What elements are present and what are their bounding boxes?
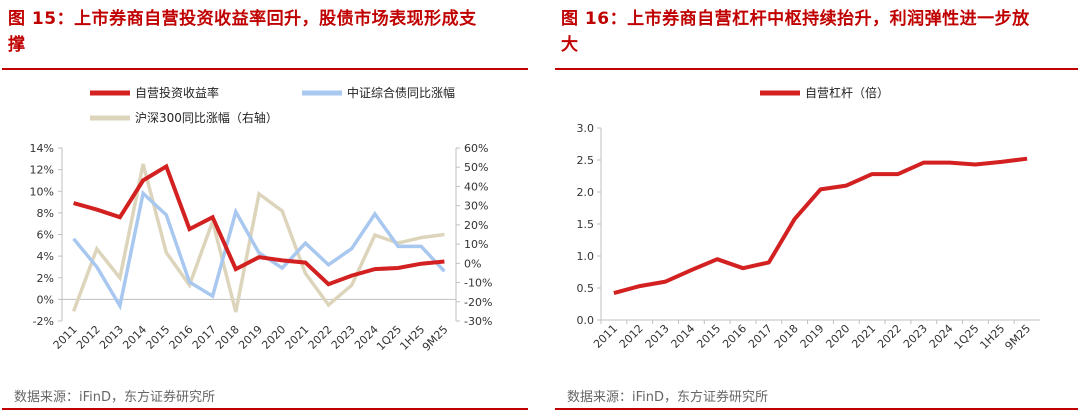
x-tick-label: 2016 [167,323,196,352]
y-tick-label: 2.5 [577,154,595,167]
x-tick-label: 2019 [236,323,265,352]
x-tick-label: 2022 [306,323,335,352]
x-tick-label: 2024 [927,322,956,351]
x-tick-label: 2012 [617,322,646,351]
right-y-tick-label: 0% [464,257,481,270]
right-y-tick-label: -10% [464,277,492,290]
right-y-tick-label: -20% [464,296,492,309]
x-tick-label: 1Q25 [951,322,981,352]
y-tick-label: 0.0 [577,314,595,327]
figure-16-panel: 图 16：上市券商自营杠杆中枢持续抬升，利润弹性进一步放 大 3.0 2.5 2.0… [553,0,1080,414]
figure-15-title: 图 15：上市券商自营投资收益率回升，股债市场表现形成支 撑 [8,6,526,58]
x-tick-label: 2020 [259,323,288,352]
left-y-tick-label: 6% [37,229,54,242]
figure-16-source: 数据来源：iFinD，东方证券研究所 [567,390,769,405]
x-tick-label: 2013 [643,322,672,351]
figure-15-source: 数据来源：iFinD，东方证券研究所 [14,390,216,405]
x-tick-label: 9M25 [1002,322,1033,353]
left-y-tick-label: 2% [37,272,54,285]
left-y-tick-label: 8% [37,207,54,220]
x-tick-label: 9M25 [420,323,451,354]
y-tick-label: 3.0 [577,122,595,135]
figure-15-panel: 图 15：上市券商自营投资收益率回升，股债市场表现形成支 撑 14% 12% 10%… [0,0,530,414]
figure-15-title-rule [2,68,528,70]
right-y-tick-label: 50% [464,161,488,174]
x-tick-label: 2014 [120,323,149,352]
legend-label-leverage: 自营杠杆（倍） [805,85,889,100]
legend-label-3: 沪深300同比涨幅（右轴） [135,110,278,125]
figure-16-title-line1: 图 16：上市券商自营杠杆中枢持续抬升，利润弹性进一步放 [561,9,1030,29]
left-y-tick-label: 4% [37,250,54,263]
x-tick-label: 2020 [823,322,852,351]
x-tick-label: 2021 [282,323,311,352]
x-tick-label: 2013 [97,323,126,352]
figure-16-title-line2: 大 [561,35,579,55]
x-tick-label: 2012 [74,323,103,352]
figure-16-title-rule [555,68,1078,70]
x-tick-label: 2017 [746,322,775,351]
series-line-3 [71,163,445,313]
right-y-tick-label: 10% [464,238,488,251]
x-tick-label: 2011 [51,323,80,352]
x-tick-label: 2022 [875,322,904,351]
x-tick-label: 1H25 [977,322,1007,352]
series-line-1 [73,163,445,287]
figure-15-title-line2: 撑 [8,35,26,55]
right-y-tick-label: 40% [464,180,488,193]
x-tick-label: 2023 [329,323,358,352]
legend-label-2: 中证综合债同比涨幅 [347,85,455,100]
left-y-tick-label: -2% [33,315,54,328]
x-tick-label: 2018 [772,322,801,351]
figure-15-chart: 14% 12% 10% 8% 6% 4% 2% 0% -2% 60% 50% 40% 30% 20% 10%… [30,85,493,354]
figure-15-bottom-rule [2,408,528,410]
x-tick-label: 1Q25 [374,323,404,353]
right-y-tick-label: 20% [464,219,488,232]
x-tick-label: 2014 [669,322,698,351]
x-tick-label: 2015 [694,322,723,351]
left-y-tick-label: 14% [30,142,54,155]
y-tick-label: 1.0 [577,250,595,263]
series-line-leverage [613,156,1028,296]
left-y-tick-label: 12% [30,164,54,177]
right-y-tick-label: 60% [464,142,488,155]
x-tick-label: 2016 [720,322,749,351]
x-tick-label: 2017 [190,323,219,352]
y-tick-label: 1.5 [577,218,595,231]
x-tick-label: 2011 [591,322,620,351]
y-tick-label: 2.0 [577,186,595,199]
figure-16-chart: 3.02.52.01.51.00.50.02011201220132014201… [577,85,1040,353]
left-y-tick-label: 0% [37,293,54,306]
right-y-tick-label: -30% [464,315,492,328]
x-tick-label: 2018 [213,323,242,352]
figure-16-bottom-rule [555,408,1078,410]
figure-15-title-line1: 图 15：上市券商自营投资收益率回升，股债市场表现形成支 [8,9,477,29]
left-y-tick-label: 10% [30,185,54,198]
x-tick-label: 2015 [143,323,172,352]
figure-16-title: 图 16：上市券商自营杠杆中枢持续抬升，利润弹性进一步放 大 [561,6,1076,58]
x-tick-label: 2021 [849,322,878,351]
x-tick-label: 2019 [798,322,827,351]
legend-label-1: 自营投资收益率 [135,85,219,100]
x-tick-label: 2023 [901,322,930,351]
right-y-tick-label: 30% [464,200,488,213]
series-line-2 [72,189,446,311]
y-tick-label: 0.5 [577,282,595,295]
